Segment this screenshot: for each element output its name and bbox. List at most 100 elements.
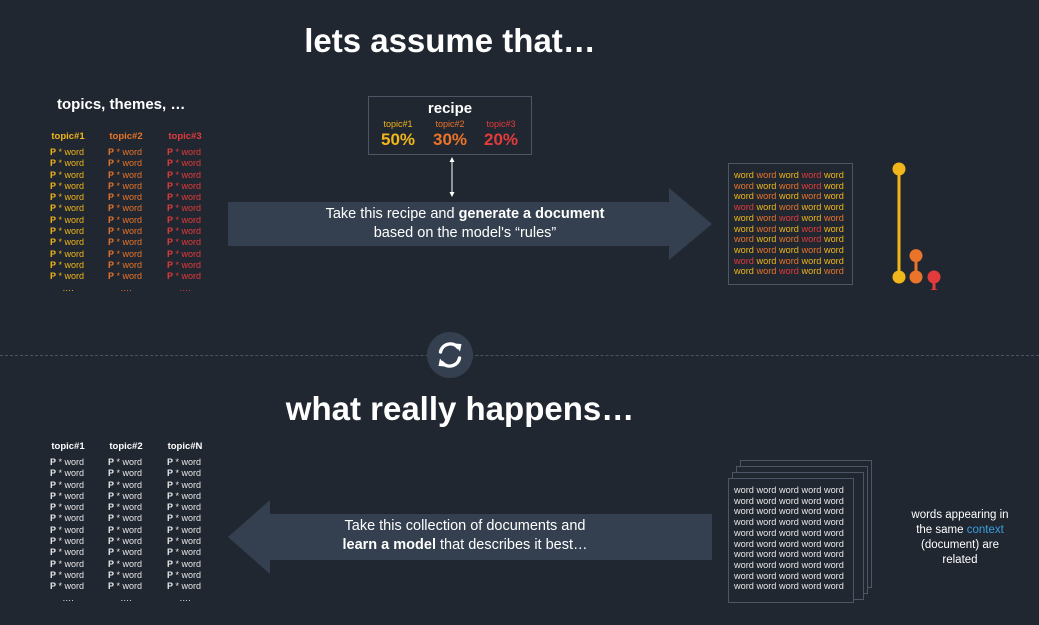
probability-symbol: P [167, 513, 174, 524]
document-word: word [823, 234, 844, 245]
probability-symbol: P [50, 502, 57, 513]
document-word: word [778, 570, 799, 581]
generate-arrow-text: Take this recipe and generate a document… [260, 205, 670, 243]
topic-word-row: P * word [108, 513, 168, 524]
probability-symbol: P [108, 192, 115, 203]
document-word: word [823, 527, 844, 538]
word-term: * word [114, 513, 143, 524]
lollipop-dot [930, 288, 938, 290]
generate-arrow [228, 188, 712, 260]
document-word: word [801, 223, 822, 234]
generated-document: word word word word word word word word w… [728, 163, 853, 285]
probability-symbol: P [108, 237, 115, 248]
word-term: * word [114, 271, 143, 282]
document-word: word [756, 180, 777, 191]
document-word: word [734, 191, 754, 202]
word-term: * word [173, 180, 202, 191]
word-term: * word [56, 248, 85, 259]
document-word: word [823, 266, 844, 277]
document-word: word [756, 170, 777, 180]
topic-column-header: topic#1 [51, 441, 85, 452]
topic-word-row: P * word [167, 570, 227, 581]
document-word: word [756, 506, 777, 517]
document-line: word word word word word [734, 581, 853, 592]
document-word: word [756, 570, 777, 581]
document-word: word [778, 266, 799, 277]
recipe-label: topic#3 [486, 119, 516, 129]
document-word: word [801, 506, 822, 517]
word-term: * word [114, 192, 143, 203]
probability-symbol: P [50, 226, 57, 237]
document-word: word [801, 202, 822, 213]
probability-symbol: P [108, 457, 115, 467]
document-word: word [734, 559, 754, 570]
word-term: * word [173, 271, 202, 282]
probability-symbol: P [108, 479, 115, 490]
topic-word-row: P * word [50, 147, 110, 158]
word-term: * word [173, 169, 202, 180]
word-term: * word [173, 479, 202, 490]
document-word: word [801, 581, 822, 592]
probability-symbol: P [167, 271, 174, 282]
probability-symbol: P [108, 259, 115, 270]
document-word: word [734, 517, 754, 528]
word-term: * word [114, 180, 143, 191]
topic-word-row: P * word [108, 203, 168, 214]
document-line: word word word word word [734, 191, 852, 202]
topic-word-row: P * word [167, 525, 227, 536]
topic-word-row: P * word [108, 192, 168, 203]
document-word: word [778, 191, 799, 202]
probability-symbol: P [108, 490, 115, 501]
probability-symbol: P [50, 214, 57, 225]
document-word: word [756, 559, 777, 570]
word-term: * word [114, 214, 143, 225]
lollipop-dot [892, 162, 906, 176]
recipe-connector [449, 157, 455, 197]
word-term: * word [56, 524, 85, 535]
learn-arrow [228, 500, 712, 574]
word-term: * word [56, 203, 85, 214]
document-word: word [778, 234, 799, 245]
probability-symbol: P [50, 147, 57, 157]
word-term: * word [173, 226, 202, 237]
probability-symbol: P [167, 214, 174, 225]
document-word: word [823, 244, 844, 255]
topic-word-row: P * word [108, 559, 168, 570]
topic-word-row: P * word [50, 513, 110, 524]
document-word: word [756, 538, 777, 549]
topic-word-row: P * word [167, 181, 227, 192]
probability-symbol: P [167, 248, 174, 259]
topic-word-row: P * word [50, 547, 110, 558]
lollipop-dot [892, 270, 906, 284]
probability-symbol: P [50, 581, 57, 592]
context-note-line4: related [942, 554, 978, 566]
topic-word-row: P * word [50, 249, 110, 260]
topic-word-row: P * word [50, 480, 110, 491]
document-word: word [801, 559, 822, 570]
document-word: word [823, 180, 844, 191]
topic-word-row: P * word [167, 237, 227, 248]
document-word: word [756, 517, 777, 528]
document-word: word [756, 244, 777, 255]
document-line: word word word word word [734, 517, 853, 528]
document-word: word [823, 485, 844, 495]
topic-column-header: topic#2 [109, 441, 143, 452]
probability-symbol: P [167, 569, 174, 580]
word-term: * word [114, 147, 143, 157]
document-word: word [734, 266, 754, 277]
recipe-box: recipe topic#1 50% topic#2 30% topic#3 2… [368, 96, 532, 155]
probability-symbol: P [50, 569, 57, 580]
topic-word-row: P * word [167, 502, 227, 513]
top-title: lets assume that… [304, 22, 596, 59]
word-term: * word [114, 169, 143, 180]
arrow-text-bold: generate a document [458, 206, 605, 222]
topic-word-row: P * word [108, 502, 168, 513]
topic-word-row: P * word [167, 215, 227, 226]
topic-word-row: P * word [50, 203, 110, 214]
document-word: word [756, 202, 777, 213]
topic-word-row: P * word [108, 215, 168, 226]
topic-word-row: P * word [167, 271, 227, 282]
probability-symbol: P [167, 457, 174, 467]
topic-word-row: P * word [108, 536, 168, 547]
front-document: word word word word word word word word w… [728, 478, 854, 603]
